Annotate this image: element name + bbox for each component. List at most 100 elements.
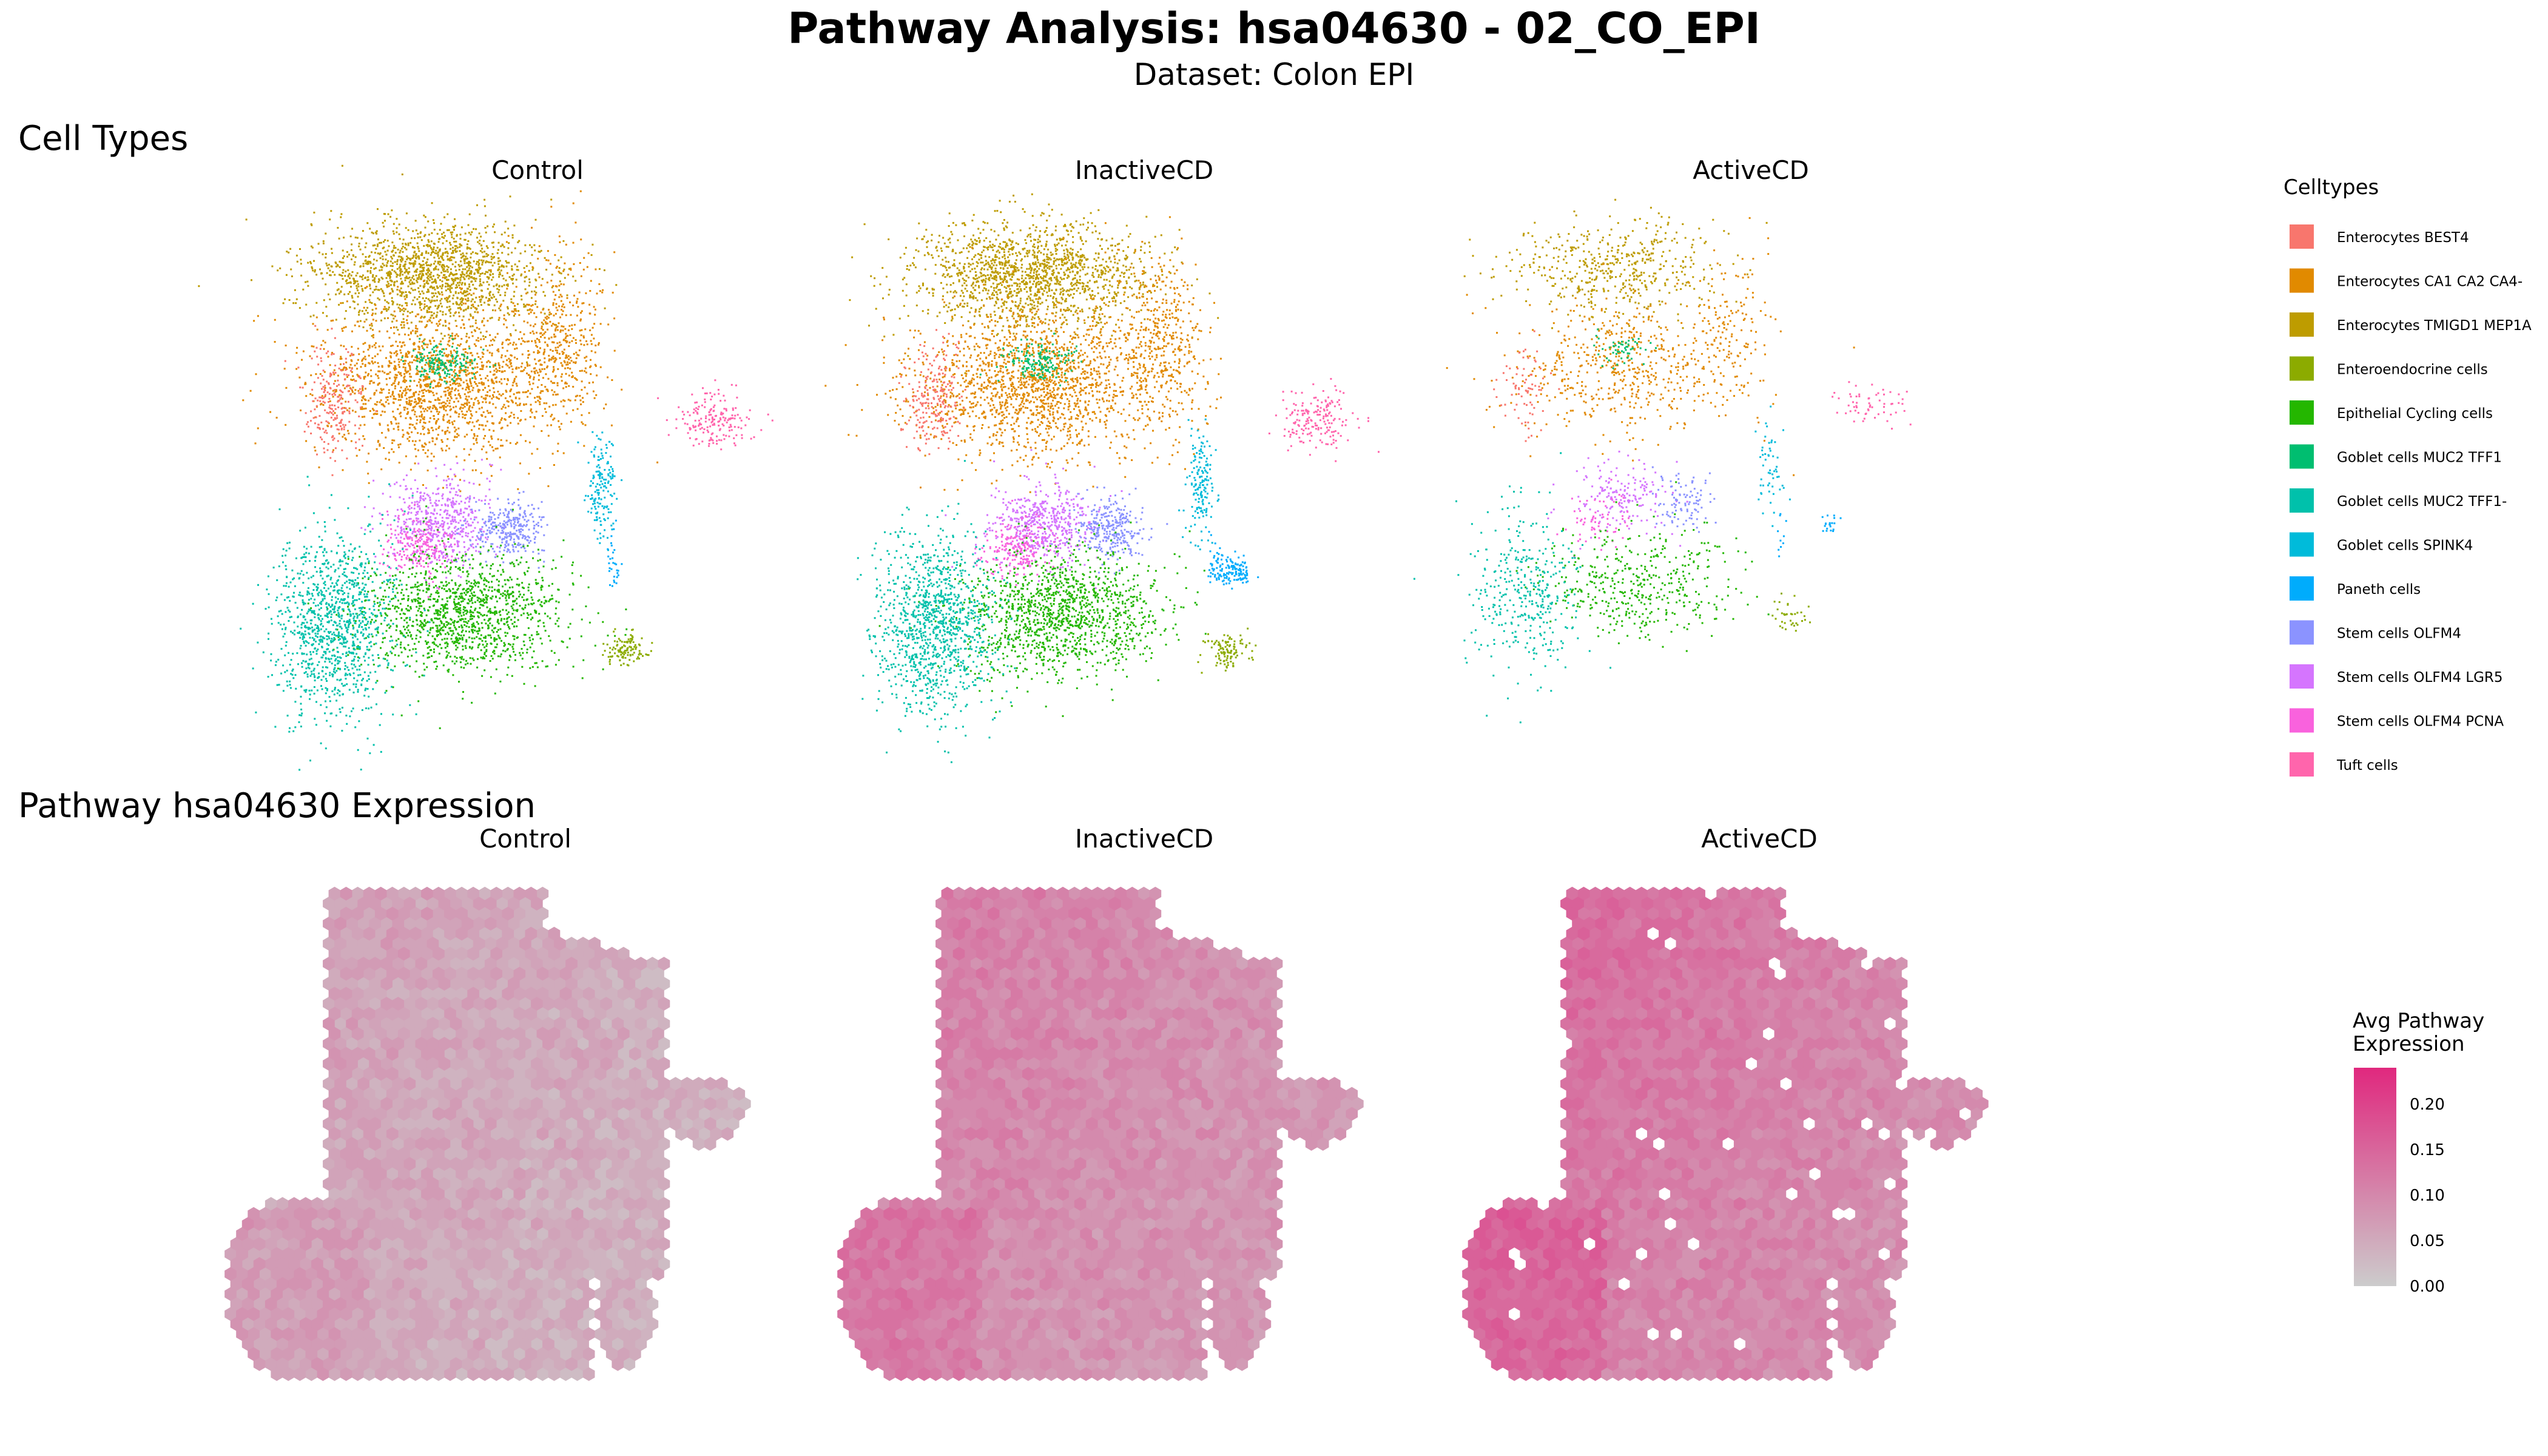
colorbar-title-line1: Avg Pathway [2353, 1009, 2484, 1033]
legend-label-11: Stem cells OLFM4 PCNA [2337, 714, 2504, 730]
celltype-points-5 [979, 332, 1083, 386]
celltype-points-3 [602, 628, 653, 667]
celltype-points-4 [307, 505, 628, 729]
celltype-points-2 [849, 193, 1219, 374]
hex-bin-group [224, 886, 433, 1381]
celltype-points-9 [456, 491, 548, 569]
panel-title-celltypes-inactivecd: InactiveCD [1074, 155, 1214, 185]
legend-label-7: Goblet cells SPINK4 [2337, 538, 2473, 554]
pathway-panel-0 [224, 886, 751, 1381]
celltype-points-9 [1651, 466, 1717, 533]
panel-title-celltypes-activecd: ActiveCD [1693, 155, 1809, 185]
celltype-points-12 [1832, 381, 1912, 430]
celltype-points-1 [487, 190, 616, 469]
celltype-points-8 [607, 519, 623, 587]
panel-title-celltypes-control: Control [491, 155, 584, 185]
legend-swatch-6 [2290, 488, 2314, 513]
celltype-points-1 [1675, 217, 1782, 442]
legend-swatch-7 [2290, 532, 2314, 557]
celltype-points-12 [1268, 378, 1380, 462]
panel-title-pathway-control: Control [479, 824, 571, 854]
celltype-points-8 [1821, 514, 1842, 532]
colorbar-tick-label-0: 0.20 [2410, 1096, 2445, 1114]
hex-bin-group [1497, 1207, 1526, 1231]
colorbar-tick-label-3: 0.05 [2410, 1232, 2445, 1250]
legend-label-0: Enterocytes BEST4 [2337, 230, 2469, 246]
expression-colorbar: Avg Pathway Expression 0.20 0.15 0.10 0.05 0… [2353, 1009, 2484, 1296]
legend-swatch-4 [2290, 400, 2314, 425]
celltype-points-7 [577, 431, 623, 551]
legend-swatch-8 [2290, 576, 2314, 601]
celltype-points-6 [1413, 452, 1611, 724]
celltype-legend: Celltypes Enterocytes BEST4 Enterocytes C… [2283, 175, 2532, 777]
celltype-points-1 [824, 237, 1222, 493]
celltype-points-4 [1515, 481, 1770, 652]
legend-label-1: Enterocytes CA1 CA2 CA4- [2337, 274, 2523, 290]
celltype-scatter-layer [198, 164, 1912, 771]
celltype-points-1 [1098, 216, 1220, 459]
celltype-points-11 [379, 504, 456, 598]
legend-swatch-0 [2290, 224, 2314, 249]
legend-swatch-2 [2290, 312, 2314, 337]
celltype-points-5 [401, 335, 496, 388]
celltype-points-6 [857, 460, 1019, 763]
legend-swatch-12 [2290, 752, 2314, 777]
legend-label-2: Enterocytes TMIGD1 MEP1A [2337, 318, 2532, 334]
celltype-points-12 [657, 379, 774, 451]
colorbar-tick-label-4: 0.00 [2410, 1278, 2445, 1296]
celltype-points-3 [1197, 627, 1257, 674]
legend-label-8: Paneth cells [2337, 582, 2421, 598]
colorbar-title-line2: Expression [2353, 1032, 2465, 1056]
celltype-points-5 [1593, 328, 1657, 369]
celltype-points-10 [945, 449, 1123, 593]
celltype-panel-0 [198, 164, 774, 771]
legend-label-12: Tuft cells [2336, 758, 2398, 774]
figure-subtitle: Dataset: Colon EPI [1133, 57, 1415, 92]
section-title-celltypes: Cell Types [18, 119, 189, 158]
legend-label-6: Goblet cells MUC2 TFF1- [2337, 494, 2507, 510]
legend-swatch-3 [2290, 356, 2314, 381]
celltype-points-2 [198, 164, 618, 363]
pathway-panel-2 [1462, 886, 1989, 1381]
legend-title: Celltypes [2283, 175, 2379, 200]
legend-label-3: Enteroendocrine cells [2337, 362, 2488, 378]
celltype-points-7 [1754, 405, 1791, 527]
celltype-points-1 [1446, 263, 1855, 476]
celltype-points-0 [1493, 330, 1560, 442]
legend-swatch-1 [2290, 268, 2314, 293]
celltype-points-10 [360, 459, 505, 589]
celltype-points-8 [1777, 513, 1787, 558]
hex-bin-group [241, 1217, 254, 1231]
celltype-points-11 [1556, 479, 1630, 558]
celltype-points-8 [1208, 550, 1259, 590]
celltype-points-11 [974, 499, 1059, 586]
celltype-panel-2 [1413, 198, 1912, 724]
colorbar-tick-label-1: 0.15 [2410, 1141, 2445, 1159]
legend-label-10: Stem cells OLFM4 LGR5 [2337, 670, 2503, 686]
celltype-points-6 [240, 476, 431, 771]
legend-swatch-11 [2290, 708, 2314, 733]
panel-title-pathway-inactivecd: InactiveCD [1074, 824, 1214, 854]
celltype-points-3 [1771, 592, 1811, 632]
legend-swatch-5 [2290, 444, 2314, 469]
celltype-points-10 [1547, 450, 1688, 550]
colorbar-tick-label-2: 0.10 [2410, 1187, 2445, 1205]
legend-label-9: Stem cells OLFM4 [2337, 626, 2461, 642]
legend-label-5: Goblet cells MUC2 TFF1 [2337, 450, 2502, 466]
panel-title-pathway-activecd: ActiveCD [1701, 824, 1818, 854]
hex-bin-group [837, 1207, 977, 1351]
pathway-panel-1 [837, 886, 1364, 1381]
figure-title: Pathway Analysis: hsa04630 - 02_CO_EPI [787, 4, 1761, 53]
pathway-hex-layer [224, 886, 1989, 1381]
colorbar-gradient [2354, 1068, 2396, 1286]
celltype-panel-1 [824, 193, 1380, 763]
celltype-points-2 [1463, 198, 1768, 332]
celltype-points-7 [1178, 418, 1220, 551]
celltype-points-8 [1207, 531, 1226, 584]
legend-swatch-10 [2290, 664, 2314, 689]
legend-swatch-9 [2290, 620, 2314, 645]
legend-label-4: Epithelial Cycling cells [2337, 406, 2493, 422]
section-title-pathway: Pathway hsa04630 Expression [18, 786, 536, 826]
celltype-points-0 [898, 329, 966, 456]
